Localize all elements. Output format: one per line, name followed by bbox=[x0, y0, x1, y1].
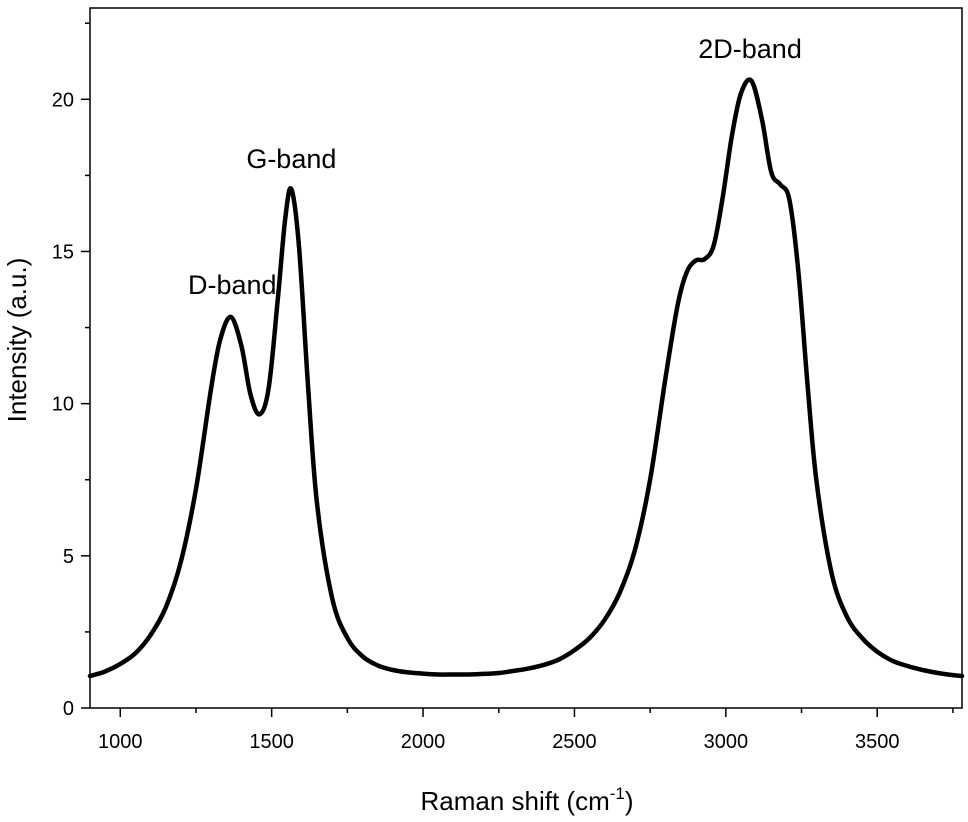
y-tick-label: 5 bbox=[63, 546, 74, 568]
x-tick-label: 2500 bbox=[552, 731, 597, 753]
x-axis-title-superscript: -1 bbox=[610, 784, 625, 803]
x-tick-label: 3000 bbox=[704, 731, 749, 753]
x-tick-label: 1000 bbox=[98, 731, 143, 753]
peak-annotations: D-band G-band 2D-band bbox=[188, 34, 802, 300]
y-tick-label: 20 bbox=[52, 89, 74, 111]
x-axis-title: Raman shift (cm-1) bbox=[420, 784, 633, 816]
y-tick-label: 0 bbox=[63, 698, 74, 720]
peak-label: G-band bbox=[246, 144, 336, 174]
peak-label: 2D-band bbox=[698, 34, 802, 64]
x-axis-title-suffix: ) bbox=[625, 786, 634, 816]
peak-label: D-band bbox=[188, 270, 277, 300]
spectrum-line bbox=[87, 77, 965, 679]
plot-border bbox=[89, 7, 963, 709]
y-tick-label: 15 bbox=[52, 241, 74, 263]
x-axis-title-main: Raman shift (cm bbox=[420, 786, 609, 816]
y-axis-title: Intensity (a.u.) bbox=[2, 258, 32, 423]
x-tick-label: 3500 bbox=[855, 731, 900, 753]
plot-frame bbox=[89, 7, 963, 709]
x-tick-label: 1500 bbox=[249, 731, 294, 753]
x-tick-label: 2000 bbox=[401, 731, 446, 753]
y-tick-label: 10 bbox=[52, 394, 74, 416]
y-axis-ticks: 0 5 10 15 20 bbox=[52, 22, 90, 720]
x-axis-ticks: 1000 1500 2000 2500 3000 3500 bbox=[98, 708, 954, 753]
